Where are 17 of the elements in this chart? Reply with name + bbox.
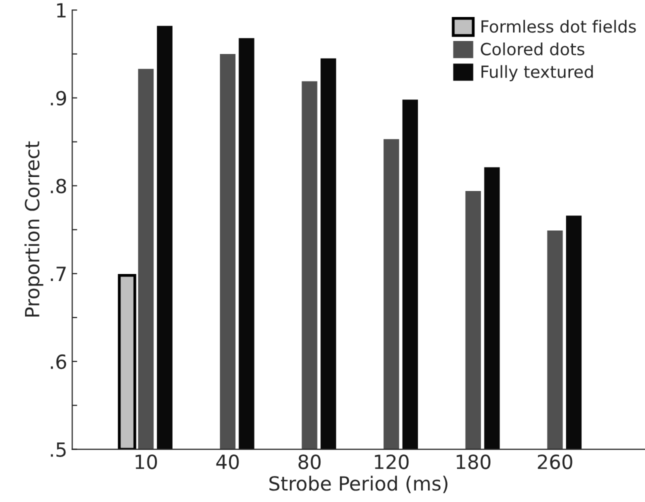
x-tick-label: 80 xyxy=(298,454,321,470)
legend-label: Fully textured xyxy=(482,65,593,82)
y-tick-label: .7 xyxy=(50,266,66,281)
y-tick-label: .9 xyxy=(50,90,66,106)
legend-label: Formless dot fields xyxy=(482,20,636,33)
y-tick-label: .6 xyxy=(50,354,66,370)
x-tick-label: 120 xyxy=(374,454,409,470)
y-tick-label: .8 xyxy=(50,178,66,194)
y-tick-label: .5 xyxy=(50,442,66,457)
x-tick-label: 260 xyxy=(538,454,572,470)
y-axis-title: Proportion Correct xyxy=(24,141,44,316)
y-tick-label: 1 xyxy=(57,3,66,18)
x-tick-label: 180 xyxy=(456,454,490,470)
legend-label: Colored dots xyxy=(480,42,584,56)
x-tick-label: 10 xyxy=(136,454,157,470)
x-axis-title: Strobe Period (ms) xyxy=(269,476,448,494)
x-tick-label: 40 xyxy=(216,454,239,470)
